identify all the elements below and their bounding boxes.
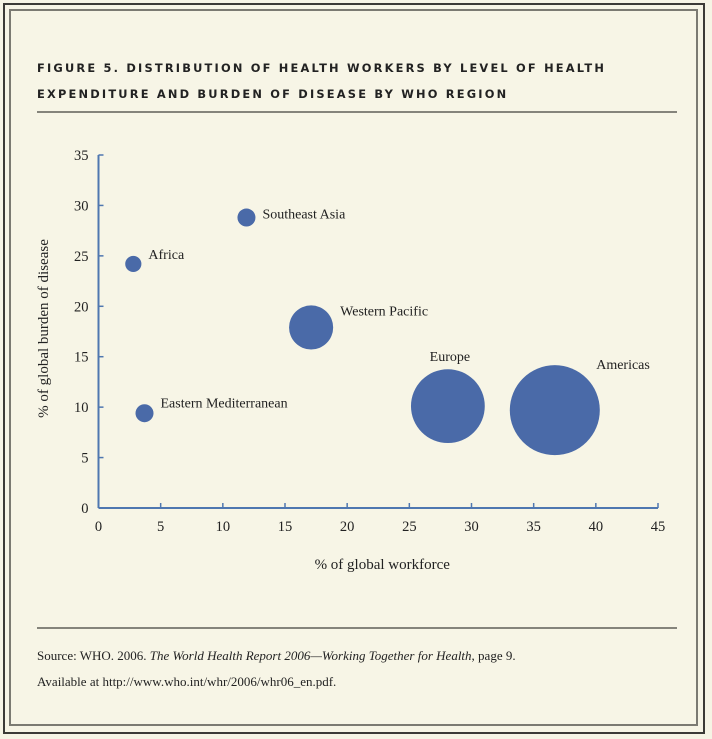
bubble-label: Europe — [430, 350, 470, 365]
x-tick-label: 45 — [651, 519, 666, 535]
bubble-europe — [410, 369, 485, 444]
figure-title-line-2: EXPENDITURE AND BURDEN OF DISEASE BY WHO… — [37, 87, 509, 101]
bubble-western-pacific — [289, 305, 334, 350]
bubble-label: Western Pacific — [340, 304, 428, 319]
x-tick-label: 0 — [95, 519, 102, 535]
y-tick-label: 15 — [74, 350, 89, 366]
x-tick-label: 10 — [216, 519, 231, 535]
bubble-label: Africa — [148, 248, 185, 263]
x-axis-title: % of global workforce — [315, 557, 451, 573]
source-report-title: The World Health Report 2006—Working Tog… — [149, 648, 472, 663]
y-tick-label: 10 — [74, 400, 89, 416]
y-tick-label: 25 — [74, 249, 89, 265]
outer-frame-border — [3, 3, 705, 734]
y-tick-label: 30 — [74, 198, 89, 214]
axes: 0 5 10 15 20 25 30 35 40 45 0 5 10 15 20 25 30 35 — [74, 148, 665, 535]
bubble-southeast-asia — [237, 208, 256, 227]
source-suffix: , page 9. — [471, 648, 516, 663]
x-tick-label: 40 — [589, 519, 604, 535]
bubble-labels: Africa Southeast Asia Western Pacific Easte… — [148, 208, 649, 412]
source-prefix: Source: WHO. 2006. — [37, 648, 150, 663]
title-divider — [37, 111, 677, 113]
bubbles — [125, 208, 600, 456]
bubble-label: Americas — [596, 358, 650, 373]
x-tick-label: 20 — [340, 519, 355, 535]
figure-title: FIGURE 5. DISTRIBUTION OF HEALTH WORKERS… — [37, 55, 657, 107]
figure-title-line-1: FIGURE 5. DISTRIBUTION OF HEALTH WORKERS… — [37, 61, 607, 75]
bubble-label: Eastern Mediterranean — [161, 397, 288, 412]
x-tick-label: 25 — [402, 519, 417, 535]
x-tick-label: 15 — [278, 519, 293, 535]
inner-frame-border — [9, 9, 698, 726]
bubble-eastern-mediterranean — [135, 404, 154, 423]
source-availability: Available at http://www.who.int/whr/2006… — [37, 674, 337, 689]
y-tick-label: 0 — [81, 501, 88, 517]
source-divider — [37, 627, 677, 629]
x-tick-label: 5 — [157, 519, 164, 535]
x-tick-label: 35 — [526, 519, 541, 535]
x-tick-label: 30 — [464, 519, 479, 535]
source-note: Source: WHO. 2006. The World Health Repo… — [37, 643, 677, 695]
y-tick-label: 20 — [74, 299, 89, 315]
bubble-americas — [509, 365, 600, 456]
y-tick-label: 35 — [74, 148, 89, 164]
source-citation: Source: WHO. 2006. The World Health Repo… — [37, 643, 677, 669]
bubble-africa — [125, 255, 142, 273]
bubble-label: Southeast Asia — [262, 208, 346, 223]
y-tick-label: 5 — [81, 451, 88, 467]
y-axis-title: % of global burden of disease — [36, 239, 52, 418]
